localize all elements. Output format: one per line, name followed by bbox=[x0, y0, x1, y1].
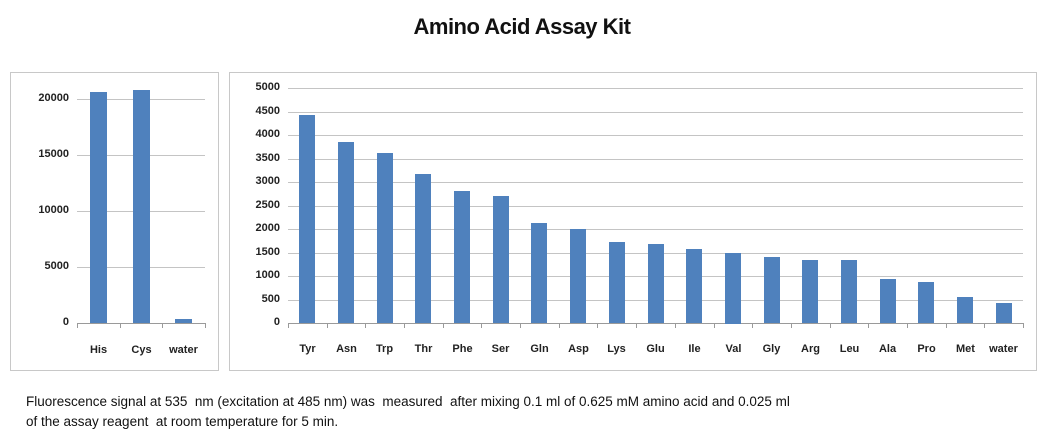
x-category-label: Gly bbox=[762, 343, 781, 355]
x-tick bbox=[162, 323, 163, 328]
x-category-label: water bbox=[169, 344, 198, 356]
x-category-label: Phe bbox=[452, 343, 473, 355]
caption-line-2: of the assay reagent at room temperature… bbox=[26, 414, 339, 429]
bar-cys bbox=[133, 90, 150, 323]
x-tick bbox=[830, 323, 831, 328]
x-tick bbox=[520, 323, 521, 328]
x-axis bbox=[288, 323, 1023, 324]
x-tick bbox=[288, 323, 289, 328]
x-category-label: water bbox=[989, 343, 1018, 355]
gridline bbox=[288, 206, 1023, 207]
caption-line-1: Fluorescence signal at 535 nm (excitatio… bbox=[26, 394, 790, 409]
y-tick-label: 1000 bbox=[255, 269, 280, 281]
x-tick bbox=[791, 323, 792, 328]
bar-ala bbox=[880, 279, 896, 323]
x-category-label: Lys bbox=[607, 343, 626, 355]
bar-pro bbox=[918, 282, 934, 323]
x-category-label: Thr bbox=[414, 343, 433, 355]
x-tick bbox=[205, 323, 206, 328]
bar-leu bbox=[841, 260, 857, 323]
x-category-label: Val bbox=[725, 343, 742, 355]
x-tick bbox=[77, 323, 78, 328]
x-category-label: His bbox=[89, 344, 108, 356]
y-tick-label: 2500 bbox=[255, 199, 280, 211]
bar-phe bbox=[454, 191, 470, 323]
x-tick bbox=[443, 323, 444, 328]
y-tick-label: 3000 bbox=[255, 175, 280, 187]
bar-trp bbox=[377, 153, 393, 323]
figure-caption: Fluorescence signal at 535 nm (excitatio… bbox=[26, 392, 1026, 432]
y-tick-label: 500 bbox=[261, 293, 280, 305]
x-category-label: Ser bbox=[491, 343, 510, 355]
x-tick bbox=[752, 323, 753, 328]
gridline bbox=[288, 159, 1023, 160]
bar-met bbox=[957, 297, 973, 323]
gridline bbox=[288, 182, 1023, 183]
x-tick bbox=[636, 323, 637, 328]
x-tick bbox=[120, 323, 121, 328]
bar-thr bbox=[415, 174, 431, 323]
y-tick-label: 10000 bbox=[38, 204, 69, 216]
x-category-label: Asn bbox=[336, 343, 357, 355]
gridline bbox=[288, 88, 1023, 89]
x-tick bbox=[559, 323, 560, 328]
y-tick-label: 5000 bbox=[255, 81, 280, 93]
x-tick bbox=[404, 323, 405, 328]
y-tick-label: 0 bbox=[273, 316, 280, 328]
gridline bbox=[288, 112, 1023, 113]
bar-val bbox=[725, 253, 741, 324]
x-category-label: Pro bbox=[917, 343, 936, 355]
x-tick bbox=[946, 323, 947, 328]
bar-water bbox=[175, 319, 192, 323]
x-category-label: Arg bbox=[801, 343, 820, 355]
right-chart-panel bbox=[229, 72, 1037, 371]
bar-gly bbox=[764, 257, 780, 323]
x-tick bbox=[1023, 323, 1024, 328]
x-tick bbox=[868, 323, 869, 328]
x-tick bbox=[597, 323, 598, 328]
x-category-label: Glu bbox=[646, 343, 665, 355]
bar-asp bbox=[570, 229, 586, 323]
y-tick-label: 4000 bbox=[255, 128, 280, 140]
y-tick-label: 3500 bbox=[255, 152, 280, 164]
bar-glu bbox=[648, 244, 664, 323]
x-category-label: Trp bbox=[375, 343, 394, 355]
bar-arg bbox=[802, 260, 818, 323]
x-tick bbox=[675, 323, 676, 328]
x-category-label: Leu bbox=[839, 343, 860, 355]
bar-asn bbox=[338, 142, 354, 323]
x-tick bbox=[984, 323, 985, 328]
x-category-label: Met bbox=[956, 343, 975, 355]
bar-his bbox=[90, 92, 107, 323]
x-tick bbox=[714, 323, 715, 328]
bar-water bbox=[996, 303, 1012, 323]
bar-gln bbox=[531, 223, 547, 323]
x-category-label: Ile bbox=[688, 343, 701, 355]
bar-ile bbox=[686, 249, 702, 323]
y-tick-label: 20000 bbox=[38, 92, 69, 104]
bar-lys bbox=[609, 242, 625, 323]
y-tick-label: 15000 bbox=[38, 148, 69, 160]
bar-tyr bbox=[299, 115, 315, 323]
x-category-label: Cys bbox=[131, 344, 152, 356]
y-tick-label: 2000 bbox=[255, 222, 280, 234]
x-category-label: Asp bbox=[568, 343, 589, 355]
y-tick-label: 4500 bbox=[255, 105, 280, 117]
x-tick bbox=[327, 323, 328, 328]
x-tick bbox=[481, 323, 482, 328]
bar-ser bbox=[493, 196, 509, 323]
x-category-label: Tyr bbox=[299, 343, 316, 355]
gridline bbox=[288, 135, 1023, 136]
y-tick-label: 5000 bbox=[44, 260, 69, 272]
x-tick bbox=[365, 323, 366, 328]
x-category-label: Ala bbox=[878, 343, 897, 355]
chart-title: Amino Acid Assay Kit bbox=[413, 14, 631, 39]
y-tick-label: 1500 bbox=[255, 246, 280, 258]
x-axis bbox=[77, 323, 205, 324]
x-tick bbox=[907, 323, 908, 328]
gridline bbox=[288, 229, 1023, 230]
x-category-label: Gln bbox=[530, 343, 549, 355]
y-tick-label: 0 bbox=[62, 316, 69, 328]
